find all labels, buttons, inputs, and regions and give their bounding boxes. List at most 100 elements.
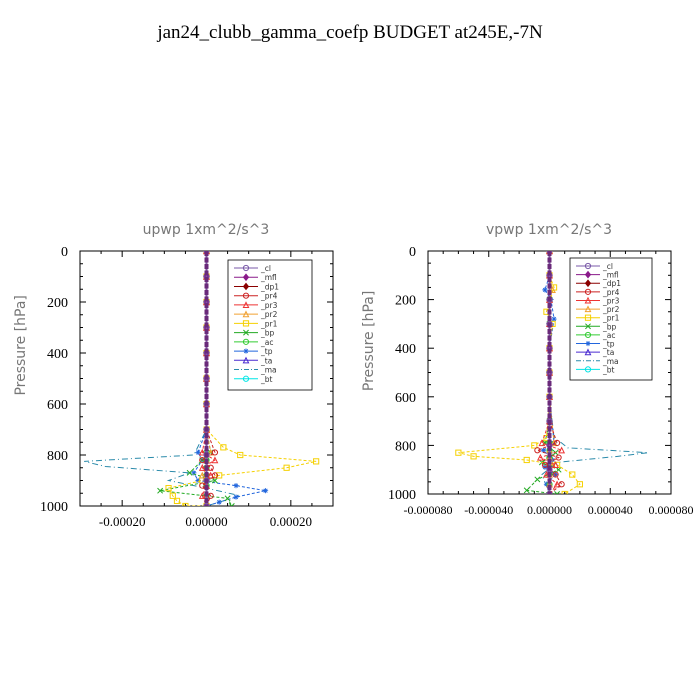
y-tick-label: 1000 [40,500,68,515]
legend-label: _ma [602,357,619,366]
legend-marker [242,292,250,299]
series-point [165,485,172,492]
legend-marker [585,323,591,330]
legend-marker [584,296,592,304]
series-point [203,451,210,459]
series-point [554,491,561,494]
series-point [211,456,219,464]
legend-marker [584,331,592,339]
legend-item: _pr3 [576,296,620,305]
series-point [558,481,565,488]
legend-label: _tp [602,340,615,349]
legend-marker [242,320,250,327]
legend-label: _pr4 [260,292,278,301]
y-tick-label: 200 [395,294,416,309]
series-point [198,492,206,499]
x-tick-label: 0.00020 [270,514,312,529]
legend-marker [584,366,592,373]
series-point [549,286,556,293]
series-point [523,456,530,464]
legend-marker [584,305,592,313]
legend-item: _mfl [234,273,277,282]
y-tick-label: 0 [61,245,68,260]
chart-panel-1: upwp 1xm^2/s^3 Pressure [hPa] 0 200 400 600 80… [13,222,334,529]
legend-label: _ac [260,338,273,347]
legend-item: _ac [234,338,273,347]
legend-item: _ma [576,357,619,366]
legend: _cl_mfl_dp1_pr4_pr3_pr2_pr1_bp_ac_tp_ta_… [227,259,313,391]
legend-label: _pr3 [602,296,620,305]
legend-marker [243,329,249,336]
series-point [211,477,218,484]
series-point [552,471,559,478]
series-point [541,461,549,468]
legend-label: _cl [602,262,613,271]
y-tick-label: 600 [395,391,416,406]
series-point [523,487,530,494]
series-point [186,469,193,476]
legend-label: _ma [260,366,277,375]
series-point [211,449,219,456]
y-tick-label: 0 [409,245,416,260]
series-point [198,448,206,456]
series-point [553,480,561,488]
chart-title: vpwp 1xm^2/s^3 [486,222,612,238]
legend-item: _bp [576,322,617,331]
legend-label: _bt [260,375,273,384]
legend-item: _pr4 [234,292,278,301]
series-point [558,446,566,454]
legend-item: _dp1 [234,282,279,291]
legend-marker [584,348,592,356]
x-tick-label: 0.00000 [185,514,227,529]
legend-marker [585,340,591,347]
series-point [542,287,548,293]
legend-label: _pr2 [260,310,278,319]
legend-marker [584,314,592,321]
legend-marker [242,310,250,318]
legend-label: _bt [602,365,615,374]
y-tick-label: 800 [47,449,68,464]
legend-label: _pr2 [602,305,620,314]
series-point [552,461,559,468]
y-tick-label: 800 [395,439,416,454]
series-point [531,442,538,449]
legend-marker [242,301,250,309]
legend-marker [584,288,592,295]
series-point [550,439,558,447]
legend-box [227,259,313,391]
legend-label: _cl [260,264,271,273]
x-tick-label: 0.000040 [588,503,633,517]
series-point [262,488,269,494]
series-line [542,251,557,494]
legend-item: _pr1 [576,314,620,323]
series-point [551,316,557,322]
y-tick-label: 1000 [388,488,416,503]
legend-item: _cl [576,262,613,271]
legend-item: _pr1 [234,319,278,328]
legend-marker [242,282,250,291]
legend-item: _bt [234,375,273,384]
series-point [538,439,546,447]
series-point [198,464,206,471]
legend-item: _ac [576,331,615,340]
plot-area [84,251,320,506]
legend-marker [242,375,250,382]
legend-marker [242,273,250,282]
legend-label: _pr3 [260,301,278,310]
series-point [534,447,541,454]
series-pr1 [455,251,583,494]
legend-item: _bp [234,329,275,338]
legend-label: _mfl [602,271,619,280]
series-point [169,492,176,499]
legend-item: _cl [234,264,271,273]
series-point [553,439,561,447]
series-point [216,499,222,505]
legend-item: _pr3 [234,301,278,310]
legend-item: _ta [576,348,614,357]
legend-label: _pr4 [602,288,620,297]
series-point [224,495,231,502]
x-tick-label: -0.00020 [99,514,146,529]
legend-label: _mfl [260,273,277,282]
legend-label: _pr1 [260,319,278,328]
legend-item: _bt [576,365,615,374]
